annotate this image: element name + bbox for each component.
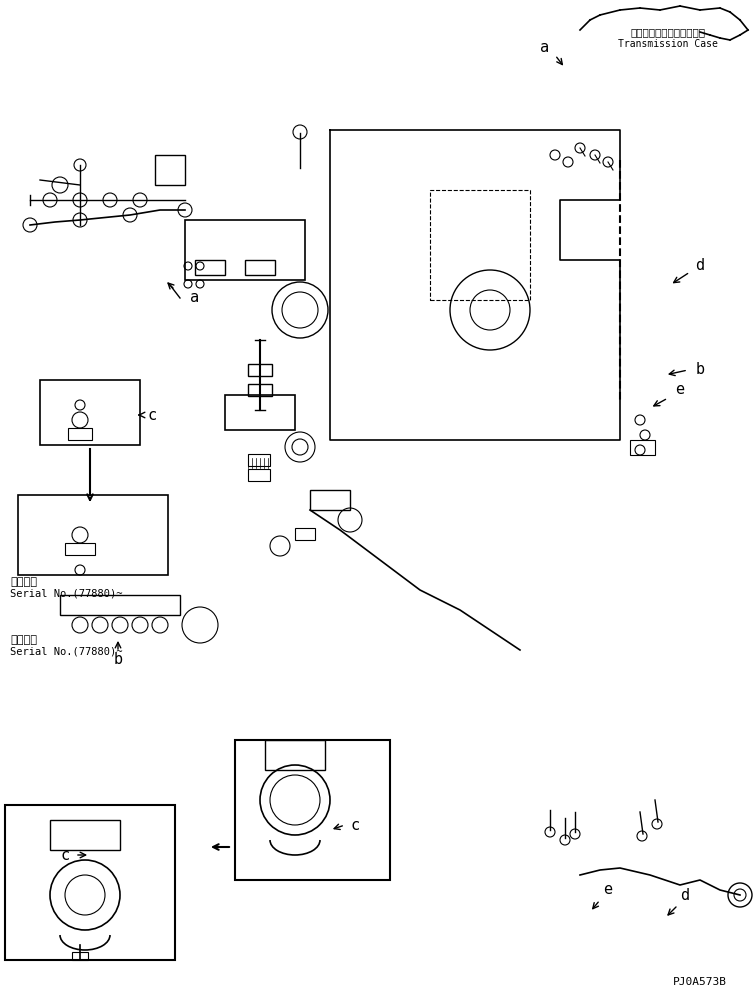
Bar — [185, 220, 305, 280]
Bar — [65, 543, 95, 555]
Text: b: b — [113, 652, 123, 668]
Text: d: d — [680, 888, 689, 903]
Bar — [195, 260, 225, 275]
Text: 適用号機: 適用号機 — [10, 577, 37, 587]
Text: c: c — [148, 408, 157, 422]
Bar — [265, 740, 325, 770]
Text: 適用号機: 適用号機 — [10, 635, 37, 645]
Text: Serial No.(77880)~: Serial No.(77880)~ — [10, 589, 122, 599]
Text: c: c — [351, 817, 360, 833]
Bar — [155, 155, 185, 185]
Bar — [430, 190, 530, 300]
Text: Transmission Case: Transmission Case — [618, 39, 718, 49]
Text: e: e — [603, 883, 612, 898]
Bar — [72, 952, 88, 960]
Bar — [50, 820, 120, 850]
Bar — [248, 364, 272, 376]
Bar — [630, 440, 655, 455]
Text: PJ0A573B: PJ0A573B — [673, 977, 727, 987]
Text: トランスミッションケース: トランスミッションケース — [630, 27, 706, 37]
Bar — [60, 595, 180, 615]
Text: c: c — [61, 848, 70, 863]
Text: e: e — [676, 383, 685, 398]
Text: d: d — [695, 257, 704, 272]
Bar — [245, 260, 275, 275]
Bar — [225, 395, 295, 430]
Bar — [248, 384, 272, 396]
Text: a: a — [191, 290, 200, 305]
Text: Serial No.(77880)~: Serial No.(77880)~ — [10, 647, 122, 657]
Bar — [18, 495, 168, 575]
Bar — [310, 490, 350, 510]
Bar — [5, 805, 175, 960]
Bar — [295, 528, 315, 540]
Bar — [40, 380, 140, 445]
Bar — [68, 428, 92, 440]
Bar — [248, 469, 270, 481]
Bar — [248, 454, 270, 466]
Text: a: a — [541, 41, 550, 56]
Text: b: b — [695, 363, 704, 378]
Bar — [235, 740, 390, 880]
